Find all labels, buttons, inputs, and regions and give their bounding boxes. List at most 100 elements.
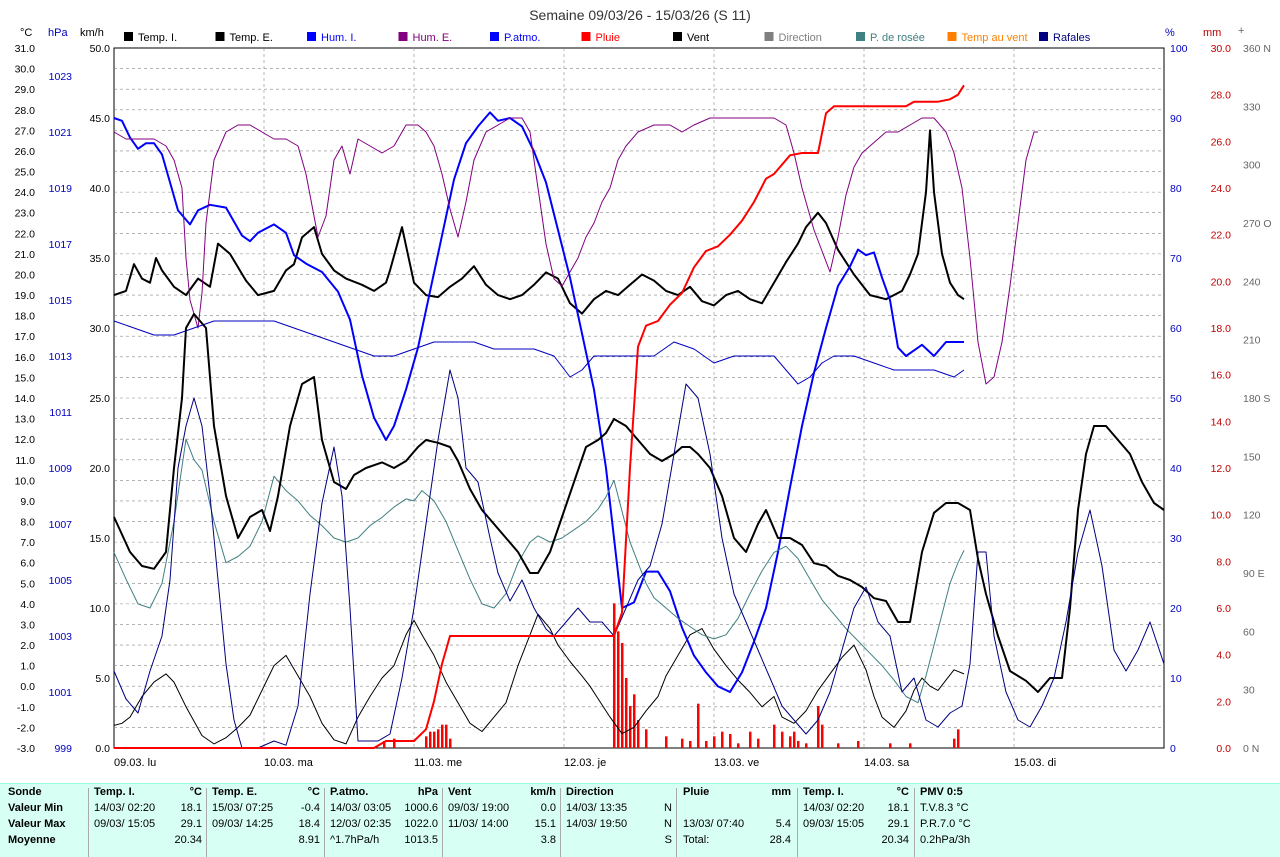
- wind-tick-label: 30.0: [90, 323, 111, 335]
- dir-header: Direction: [566, 786, 614, 798]
- temp-tick-label: 15.0: [15, 372, 36, 384]
- temp-tick-label: 1.0: [20, 661, 35, 673]
- temp-tick-label: 30.0: [15, 64, 36, 76]
- tempe-max-value: 18.4: [298, 818, 320, 830]
- vent-header: Vent: [448, 786, 472, 798]
- unit-wind: km/h: [80, 27, 104, 39]
- hum-tick-label: 0: [1170, 743, 1176, 755]
- tempi-unit: °C: [189, 786, 202, 798]
- temp-tick-label: 21.0: [15, 249, 36, 261]
- rain-bar: [681, 738, 684, 748]
- tempe-min-value: -0.4: [301, 802, 320, 814]
- tempe-unit: °C: [307, 786, 320, 798]
- press-tick-label: 1007: [49, 519, 73, 531]
- temp-tick-label: 7.0: [20, 537, 35, 549]
- tempe-max-time: 09/03/ 14:25: [212, 818, 274, 830]
- legend-label: P. de rosée: [870, 32, 925, 44]
- rain-tick-label: 6.0: [1216, 603, 1231, 615]
- patmo-min-value: 1000.6: [404, 802, 438, 814]
- summary-col-patmo: P.atmo. hPa 14/03/ 03:05 1000.6 12/03/ 02:…: [330, 784, 442, 857]
- wind-tick-label: 50.0: [90, 43, 111, 55]
- summary-col-pmv: PMV 0:5 T.V.8.3 °C P.R.7.0 °C 0.2hPa/3h: [920, 784, 1030, 857]
- temp-tick-label: -3.0: [17, 743, 35, 755]
- legend-label: Pluie: [596, 32, 620, 44]
- temp-tick-label: 14.0: [15, 393, 36, 405]
- day-label: 09.03. lu: [114, 757, 156, 769]
- rain-bar: [665, 736, 668, 748]
- tempi2-min-time: 14/03/ 02:20: [803, 802, 865, 814]
- day-label: 11.03. me: [414, 757, 462, 769]
- hum-tick-label: 60: [1170, 323, 1182, 335]
- unit-rain: mm: [1203, 27, 1221, 39]
- rain-bar: [445, 724, 448, 748]
- rain-tick-label: 10.0: [1211, 510, 1232, 522]
- rain-bar: [617, 631, 620, 748]
- legend-label: Vent: [687, 32, 709, 44]
- tempi-avg: 20.34: [174, 834, 202, 846]
- vent-unit: km/h: [530, 786, 556, 798]
- patmo-min-time: 14/03/ 03:05: [330, 802, 392, 814]
- pmv-tv: T.V.8.3 °C: [920, 802, 969, 814]
- legend-swatch: [947, 32, 957, 41]
- temp-tick-label: 27.0: [15, 125, 36, 137]
- press-tick-label: 999: [54, 743, 72, 755]
- legend-swatch: [581, 32, 591, 41]
- temp-tick-label: 3.0: [20, 619, 35, 631]
- series-line-p-atmo-: [113, 111, 964, 693]
- day-label: 10.03. ma: [264, 757, 314, 769]
- tempi-max-value: 29.1: [180, 818, 202, 830]
- weather-chart: Semaine 09/03/26 - 15/03/26 (S 11) °C hPa…: [15, 7, 1272, 769]
- patmo-max-value: 1022.0: [404, 818, 438, 830]
- temp-tick-label: 5.0: [20, 578, 35, 590]
- temp-tick-label: 20.0: [15, 269, 36, 281]
- legend-label: Rafales: [1053, 32, 1091, 44]
- hum-tick-label: 80: [1170, 183, 1182, 195]
- vent-max-value: 15.1: [534, 818, 556, 830]
- press-tick-label: 1005: [49, 575, 73, 587]
- rain-bar: [737, 743, 740, 748]
- summary-col-tempi: Temp. I. °C 14/03/ 02:20 18.1 09/03/ 15:05…: [94, 784, 206, 857]
- pmv-trend: 0.2hPa/3h: [920, 834, 971, 846]
- temp-tick-label: 25.0: [15, 167, 36, 179]
- wind-tick-label: 5.0: [95, 673, 110, 685]
- pluie-max-time: 13/03/ 07:40: [683, 818, 745, 830]
- rain-tick-label: 18.0: [1211, 323, 1232, 335]
- unit-temp: °C: [20, 27, 32, 39]
- temp-tick-label: 26.0: [15, 146, 36, 158]
- rain-tick-label: 28.0: [1211, 90, 1232, 102]
- temp-tick-label: 8.0: [20, 517, 35, 529]
- dir-tick-label: 60: [1243, 626, 1255, 638]
- hum-tick-label: 100: [1170, 43, 1188, 55]
- rain-bar: [793, 731, 796, 748]
- vent-min-time: 09/03/ 19:00: [448, 802, 510, 814]
- temp-tick-label: 28.0: [15, 105, 36, 117]
- legend-label: Direction: [779, 32, 822, 44]
- rain-bar: [697, 703, 700, 748]
- temp-tick-label: 4.0: [20, 599, 35, 611]
- tempe-min-time: 15/03/ 07:25: [212, 802, 274, 814]
- row-label-avg: Moyenne: [8, 834, 56, 846]
- tempi2-unit: °C: [896, 786, 909, 798]
- temp-tick-label: 0.0: [20, 681, 35, 693]
- dir-tick-label: 30: [1243, 685, 1255, 697]
- legend-label: Hum. E.: [413, 32, 453, 44]
- rain-bar: [625, 678, 628, 748]
- rain-bar: [857, 741, 860, 748]
- temp-tick-label: 16.0: [15, 352, 36, 364]
- rain-bar: [789, 736, 792, 748]
- temp-tick-label: 12.0: [15, 434, 36, 446]
- hum-tick-label: 10: [1170, 673, 1182, 685]
- temp-tick-label: 29.0: [15, 84, 36, 96]
- press-tick-label: 1003: [49, 631, 73, 643]
- hum-tick-label: 30: [1170, 533, 1182, 545]
- rain-bar: [805, 743, 808, 748]
- dir-tick-label: 120: [1243, 510, 1261, 522]
- wind-tick-label: 45.0: [90, 113, 111, 125]
- rain-tick-label: 4.0: [1216, 650, 1231, 662]
- temp-tick-label: 19.0: [15, 290, 36, 302]
- dir-min-time: 14/03/ 13:35: [566, 802, 628, 814]
- tempi2-avg: 20.34: [881, 834, 909, 846]
- unit-dir: +: [1238, 25, 1244, 37]
- hum-tick-label: 40: [1170, 463, 1182, 475]
- temp-tick-label: 11.0: [15, 455, 35, 467]
